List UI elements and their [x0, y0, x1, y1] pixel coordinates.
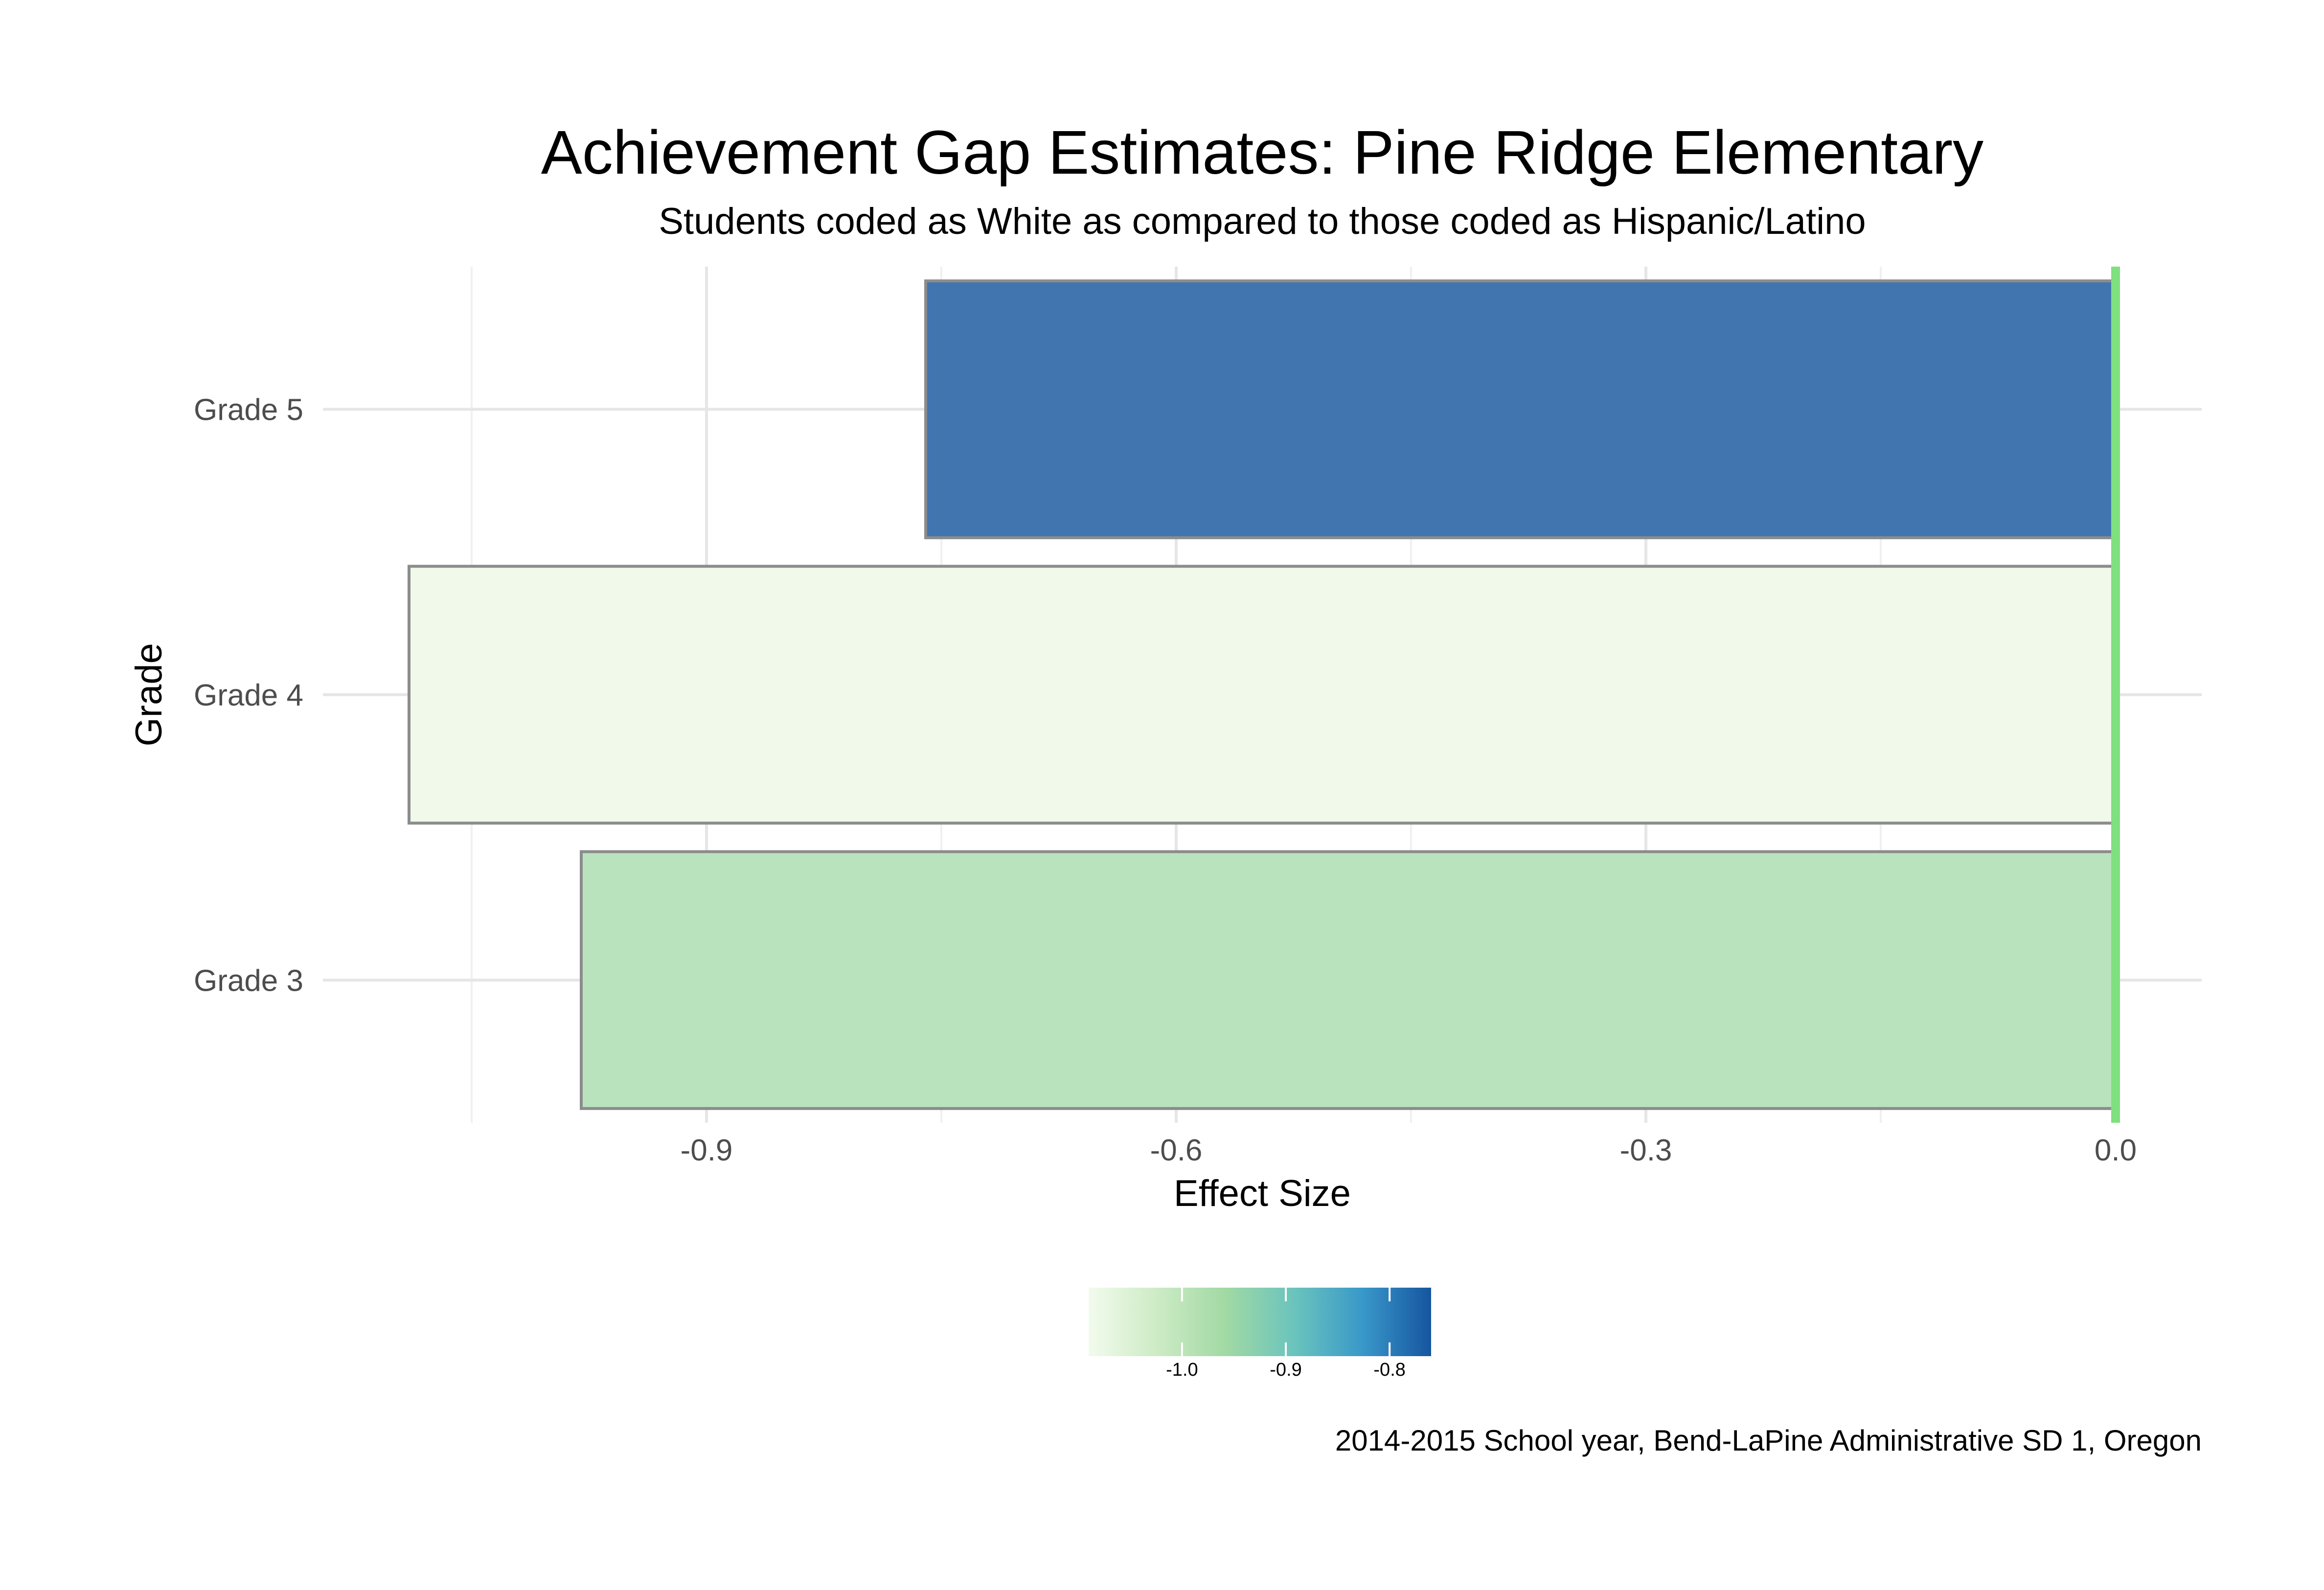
x-tick-labels: -0.9 -0.6 -0.3 0.0 [681, 1134, 2137, 1167]
chart-title: Achievement Gap Estimates: Pine Ridge El… [541, 118, 1983, 187]
bar-grade-3 [580, 850, 2117, 1110]
bars [408, 279, 2117, 1110]
bar-grade-4 [408, 565, 2117, 825]
colorbar-tick-label: -0.9 [1270, 1360, 1301, 1380]
colorbar-tick-label: -1.0 [1166, 1360, 1198, 1380]
colorbar-tick-label: -0.8 [1373, 1360, 1405, 1380]
colorbar-legend: -1.0 -0.9 -0.8 [1089, 1288, 1431, 1380]
y-tick-label: Grade 3 [194, 964, 303, 998]
colorbar [1089, 1288, 1431, 1356]
x-tick-label: -0.3 [1620, 1134, 1672, 1167]
x-tick-label: -0.9 [681, 1134, 733, 1167]
y-tick-label: Grade 4 [194, 679, 303, 712]
x-tick-label: -0.6 [1150, 1134, 1203, 1167]
chart-caption: 2014-2015 School year, Bend-LaPine Admin… [1335, 1424, 2202, 1457]
chart-subtitle: Students coded as White as compared to t… [659, 201, 1866, 242]
y-tick-label: Grade 5 [194, 393, 303, 427]
bar-grade-5 [924, 279, 2117, 540]
y-tick-labels: Grade 3 Grade 4 Grade 5 [194, 393, 303, 998]
x-axis-label: Effect Size [1174, 1173, 1351, 1214]
x-tick-label: 0.0 [2095, 1134, 2137, 1167]
y-axis-label: Grade [128, 643, 170, 746]
